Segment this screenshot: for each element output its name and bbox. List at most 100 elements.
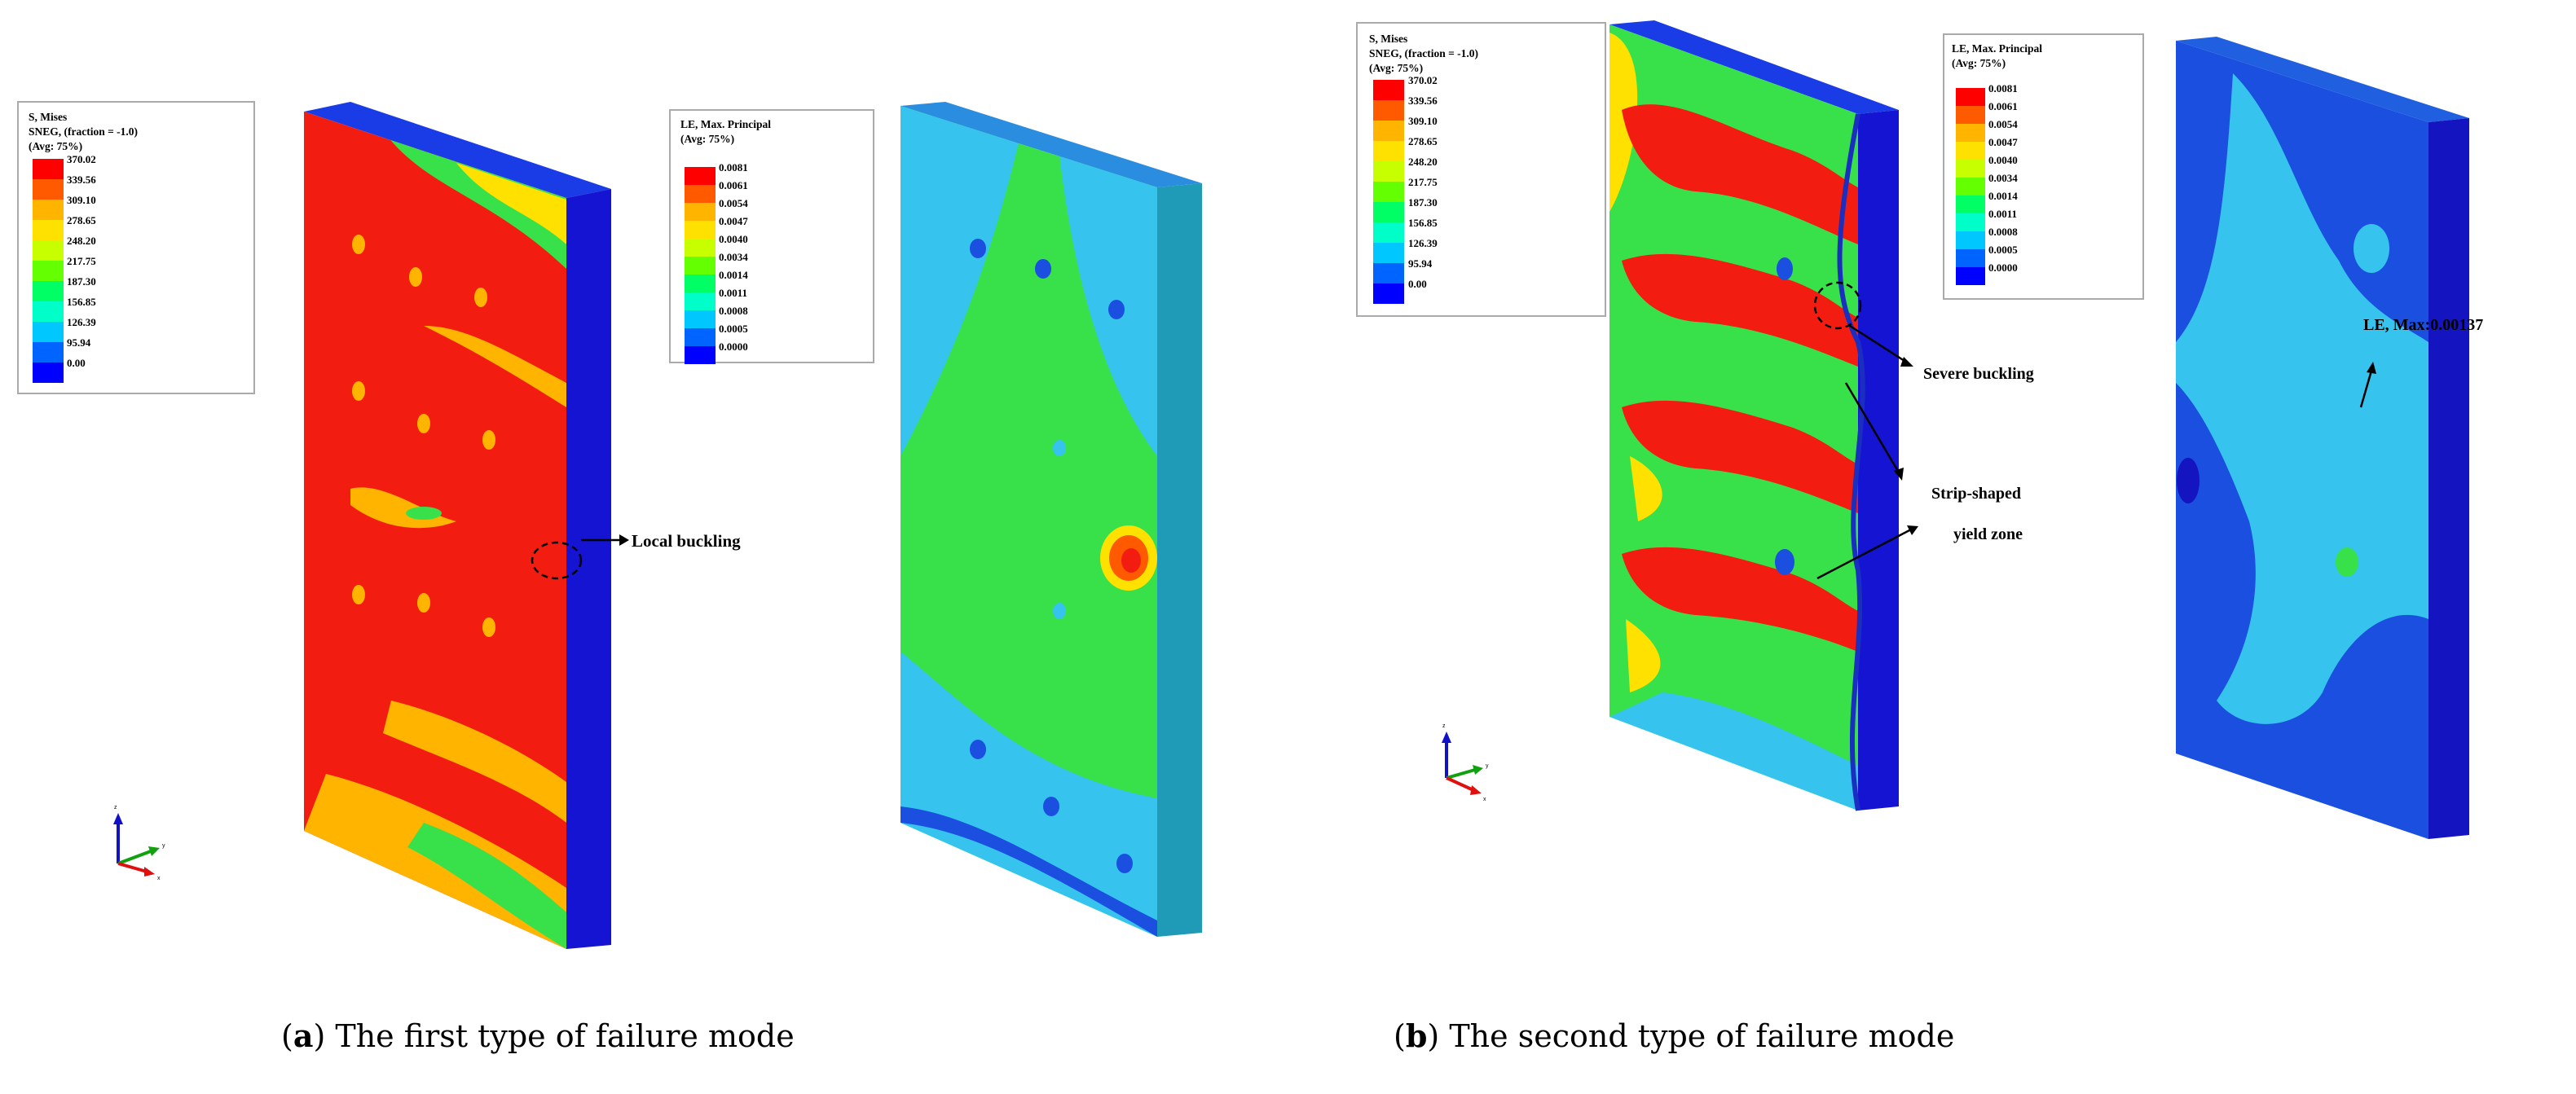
legend-swatch xyxy=(1373,80,1404,100)
legend-swatch xyxy=(1373,283,1404,304)
legend-swatch xyxy=(33,200,64,220)
plate-b-strain: LE, Max:0.00137 xyxy=(2176,37,2483,839)
legend-swatch xyxy=(685,275,716,292)
legend-swatch xyxy=(33,159,64,179)
legend-swatch xyxy=(1373,121,1404,141)
legend-value: 0.0008 xyxy=(1988,226,2018,238)
legend-swatch xyxy=(685,239,716,257)
legend-swatch xyxy=(1956,142,1985,160)
legend-value: 309.10 xyxy=(67,194,96,206)
legend-title-line: SNEG, (fraction = -1.0) xyxy=(29,125,138,138)
strain-legend-a: LE, Max. Principal (Avg: 75%) 0.0081 0.0… xyxy=(669,109,874,364)
legend-swatch xyxy=(1373,100,1404,121)
legend-value: 95.94 xyxy=(1408,257,1433,270)
legend-value: 156.85 xyxy=(67,296,96,308)
legend-value: 0.0000 xyxy=(719,341,748,353)
plate-a-strain xyxy=(900,102,1202,937)
legend-swatches xyxy=(1373,80,1404,304)
legend-swatches xyxy=(685,167,716,364)
legend-swatch xyxy=(685,292,716,310)
legend-value: 0.0034 xyxy=(719,251,748,263)
axis-y-label: y xyxy=(1486,763,1489,769)
legend-swatch xyxy=(33,220,64,240)
legend-value: 0.0061 xyxy=(1988,100,2018,112)
axis-x-label: x xyxy=(1483,797,1486,802)
legend-value: 95.94 xyxy=(67,336,91,349)
axis-triad-b: z y x xyxy=(1442,723,1489,802)
stress-legend-b: S, Mises SNEG, (fraction = -1.0) (Avg: 7… xyxy=(1356,22,1606,317)
legend-swatch xyxy=(685,328,716,346)
legend-swatch xyxy=(1956,88,1985,106)
legend-swatch xyxy=(1373,141,1404,161)
legend-swatch xyxy=(1373,202,1404,222)
legend-values: 0.0081 0.0061 0.0054 0.0047 0.0040 0.003… xyxy=(719,161,748,353)
legend-value: 187.30 xyxy=(1408,196,1438,209)
legend-swatch xyxy=(1956,196,1985,213)
local-buckling-label: Local buckling xyxy=(632,531,741,551)
legend-values: 0.0081 0.0061 0.0054 0.0047 0.0040 0.003… xyxy=(1988,82,2018,274)
legend-value: 0.0011 xyxy=(719,287,747,299)
legend-swatch xyxy=(1956,124,1985,142)
legend-swatch xyxy=(33,362,64,383)
legend-value: 126.39 xyxy=(67,316,96,328)
legend-value: 0.0081 xyxy=(1988,82,2018,94)
legend-value: 0.0040 xyxy=(1988,154,2018,166)
strip-yield-label-line2: yield zone xyxy=(1953,525,2023,543)
legend-swatch xyxy=(1373,263,1404,283)
legend-title-line: LE, Max. Principal xyxy=(680,118,771,130)
legend-values: 370.02 339.56 309.10 278.65 248.20 217.7… xyxy=(1408,74,1438,290)
legend-value: 0.0054 xyxy=(1988,118,2018,130)
severe-buckling-label: Severe buckling xyxy=(1923,365,2034,383)
legend-value: 217.75 xyxy=(67,255,96,267)
legend-swatch xyxy=(33,281,64,301)
legend-swatch xyxy=(1373,182,1404,202)
legend-swatch xyxy=(685,257,716,275)
legend-swatch xyxy=(1373,243,1404,263)
legend-value: 0.0005 xyxy=(719,323,748,335)
legend-swatch xyxy=(1373,222,1404,243)
stress-legend-a: S, Mises SNEG, (fraction = -1.0) (Avg: 7… xyxy=(17,101,255,394)
legend-swatches xyxy=(1956,88,1985,285)
plate-a-stress: Local buckling xyxy=(304,102,741,949)
caption-a: (a) The first type of failure mode xyxy=(281,1017,795,1054)
legend-swatch xyxy=(685,221,716,239)
legend-swatches xyxy=(33,159,64,383)
legend-swatch xyxy=(33,179,64,200)
legend-value: 248.20 xyxy=(1408,156,1438,168)
legend-title-line: S, Mises xyxy=(29,111,67,123)
legend-value: 217.75 xyxy=(1408,176,1438,188)
legend-swatch xyxy=(1956,178,1985,196)
legend-value: 0.0061 xyxy=(719,179,748,191)
legend-swatch xyxy=(1956,213,1985,231)
legend-value: 187.30 xyxy=(67,275,96,288)
strip-yield-label-line1: Strip-shaped xyxy=(1931,485,2021,503)
legend-value: 0.0008 xyxy=(719,305,748,317)
legend-value: 248.20 xyxy=(67,235,96,247)
legend-swatch xyxy=(685,167,716,185)
legend-swatch xyxy=(33,240,64,261)
legend-swatch xyxy=(33,261,64,281)
legend-swatch xyxy=(1956,231,1985,249)
legend-title-line: (Avg: 75%) xyxy=(680,133,734,145)
legend-value: 0.0047 xyxy=(719,215,748,227)
axis-z-label: z xyxy=(114,805,117,811)
legend-swatch xyxy=(685,346,716,364)
plate-b-stress: Severe buckling Strip-shaped yield zone xyxy=(1609,20,2034,811)
legend-swatch xyxy=(33,322,64,342)
legend-value: 278.65 xyxy=(67,214,96,226)
legend-swatch xyxy=(685,310,716,328)
legend-title-line: (Avg: 75%) xyxy=(1369,62,1423,74)
legend-value: 0.0047 xyxy=(1988,136,2018,148)
legend-value: 0.0000 xyxy=(1988,261,2018,274)
legend-value: 0.0011 xyxy=(1988,208,2017,220)
legend-value: 370.02 xyxy=(1408,74,1438,86)
legend-value: 339.56 xyxy=(1408,94,1438,107)
legend-swatch xyxy=(1956,160,1985,178)
legend-swatch xyxy=(685,185,716,203)
axis-z-label: z xyxy=(1442,723,1446,729)
legend-value: 0.00 xyxy=(67,357,86,369)
legend-swatch xyxy=(1956,106,1985,124)
legend-value: 0.0054 xyxy=(719,197,748,209)
legend-title-line: LE, Max. Principal xyxy=(1952,42,2042,55)
legend-value: 278.65 xyxy=(1408,135,1438,147)
